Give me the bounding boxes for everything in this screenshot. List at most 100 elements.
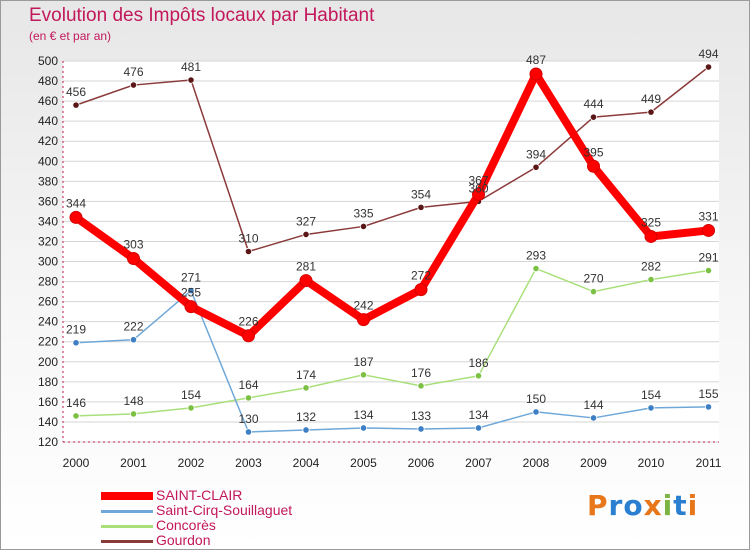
data-label: 291 (698, 251, 718, 265)
data-label: 130 (238, 412, 258, 426)
data-point (302, 230, 310, 239)
data-label: 331 (698, 209, 718, 223)
data-label: 303 (123, 238, 143, 252)
data-label: 444 (583, 97, 603, 111)
data-label: 150 (526, 392, 546, 406)
y-tick-label: 480 (38, 74, 58, 88)
data-label: 186 (468, 356, 488, 370)
data-point (187, 76, 195, 84)
data-point (532, 408, 540, 416)
data-point (187, 287, 195, 295)
plot-area (63, 61, 719, 442)
data-label: 395 (583, 145, 603, 159)
data-label: 481 (181, 60, 201, 74)
data-point (129, 336, 138, 344)
data-point (589, 414, 598, 422)
data-label: 281 (296, 260, 316, 274)
data-point (244, 394, 253, 402)
data-label: 164 (238, 378, 258, 392)
data-point (587, 159, 600, 173)
data-label: 134 (353, 408, 373, 422)
y-tick-label: 160 (38, 395, 58, 409)
data-point (357, 313, 370, 327)
data-point (129, 81, 138, 89)
data-label: 154 (181, 388, 201, 402)
data-label: 487 (526, 53, 546, 67)
data-label: 367 (468, 173, 488, 187)
data-label: 132 (296, 410, 316, 424)
data-point (474, 424, 483, 432)
data-label: 449 (641, 92, 661, 106)
data-label: 144 (583, 398, 603, 412)
data-point (184, 300, 198, 314)
data-label: 134 (468, 408, 488, 422)
data-label: 354 (411, 187, 431, 201)
data-point (589, 288, 598, 296)
data-label: 154 (641, 388, 661, 402)
x-tick-label: 2005 (350, 456, 377, 470)
data-point (474, 372, 483, 380)
data-point (532, 264, 540, 273)
data-point (359, 424, 368, 432)
chart-title: Evolution des Impôts locaux par Habitant (29, 5, 375, 26)
data-point (302, 426, 310, 434)
y-tick-label: 380 (38, 174, 58, 188)
data-point (69, 210, 83, 224)
data-point (647, 275, 655, 284)
data-label: 222 (123, 320, 143, 334)
data-label: 344 (66, 196, 86, 210)
data-point (127, 252, 140, 266)
y-tick-label: 340 (38, 214, 58, 228)
data-label: 272 (411, 269, 431, 283)
data-point (244, 428, 253, 436)
data-label: 155 (698, 387, 718, 401)
data-point (417, 382, 425, 390)
x-tick-label: 2003 (235, 456, 262, 470)
data-label: 335 (353, 206, 373, 220)
y-tick-label: 280 (38, 275, 58, 289)
y-tick-label: 420 (38, 134, 58, 148)
data-point (532, 163, 540, 171)
data-label: 360 (468, 181, 488, 195)
data-point (644, 229, 658, 243)
data-label: 187 (353, 355, 373, 369)
data-point (187, 404, 195, 412)
data-label: 255 (181, 286, 201, 300)
data-label: 174 (296, 368, 316, 382)
data-label: 271 (181, 271, 201, 285)
x-tick-label: 2008 (523, 456, 550, 470)
data-point (72, 412, 80, 420)
x-tick-label: 2001 (120, 456, 147, 470)
legend-label: Concorès (156, 517, 216, 533)
data-point (72, 101, 80, 109)
data-point (702, 223, 715, 237)
data-label: 476 (123, 65, 143, 79)
x-tick-label: 2011 (696, 456, 722, 470)
y-tick-label: 260 (38, 295, 58, 309)
y-tick-label: 400 (38, 154, 58, 168)
data-label: 282 (641, 260, 661, 274)
data-label: 293 (526, 249, 546, 263)
data-point (529, 67, 543, 81)
proxiti-logo: Proxiti (587, 489, 699, 522)
data-label: 219 (66, 323, 86, 337)
data-point (244, 247, 253, 256)
data-label: 456 (66, 85, 86, 99)
data-point (302, 384, 310, 392)
data-point (359, 371, 368, 379)
series-line (72, 70, 713, 340)
y-tick-label: 220 (38, 335, 58, 349)
legend-swatch (101, 509, 153, 513)
data-point (704, 266, 713, 275)
data-label: 242 (353, 299, 373, 313)
data-label: 310 (238, 232, 258, 246)
data-point (417, 203, 425, 211)
x-tick-label: 2002 (178, 456, 205, 470)
data-label: 146 (66, 396, 86, 410)
y-tick-label: 120 (38, 435, 58, 449)
data-point (704, 63, 713, 71)
data-label: 327 (296, 214, 316, 228)
data-point (589, 113, 598, 121)
